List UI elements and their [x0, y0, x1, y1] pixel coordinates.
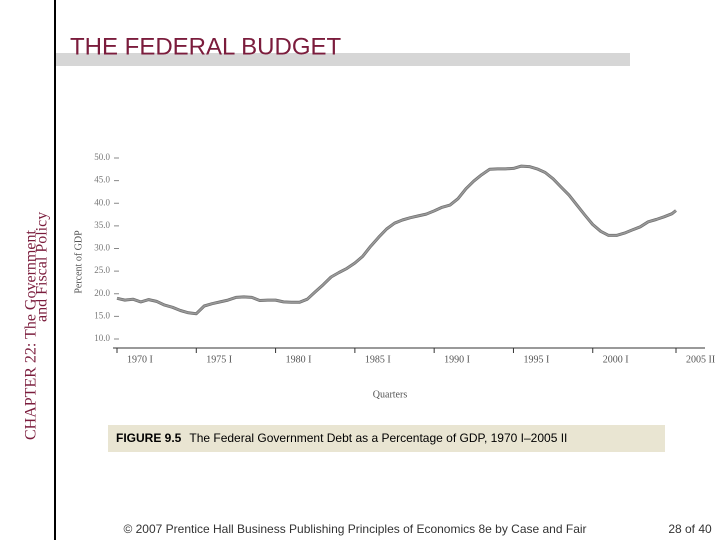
y-tick-label: 30.0 [94, 243, 110, 253]
chart: 10.0 15.0 20.0 25.0 30.0 35.0 40.0 45.0 50.0 1970… [73, 152, 715, 400]
x-tick-label: 2000 I [603, 354, 629, 365]
y-tick-label: 40.0 [94, 197, 110, 207]
caption-text: The Federal Government Debt as a Percent… [189, 431, 567, 445]
data-line [116, 165, 677, 315]
x-tick-label: 1990 I [444, 354, 470, 365]
y-tick-label: 45.0 [94, 175, 110, 185]
caption-label: FIGURE 9.5 [116, 431, 182, 445]
y-tick-label: 10.0 [94, 333, 110, 343]
caption: FIGURE 9.5 The Federal Government Debt as… [116, 431, 567, 445]
x-tick-label: 1995 I [523, 354, 549, 365]
page-number: 28 of 40 [668, 522, 712, 536]
x-tick-label: 1970 I [127, 354, 153, 365]
slide-title: THE FEDERAL BUDGET [70, 33, 341, 60]
footer-credit: © 2007 Prentice Hall Business Publishing… [123, 522, 586, 536]
x-tick-label: 1975 I [206, 354, 232, 365]
x-tick-label: 1980 I [286, 354, 312, 365]
x-tick-label: 2005 II [686, 354, 715, 365]
sidebar-text: CHAPTER 22: The Government [23, 230, 40, 440]
y-axis-label: Percent of GDP [73, 230, 84, 294]
y-tick-label: 35.0 [94, 220, 110, 230]
header-bar [55, 53, 630, 66]
y-tick-label: 15.0 [94, 310, 110, 320]
x-axis-label: Quarters [373, 389, 408, 400]
x-tick-label: 1985 I [365, 354, 391, 365]
y-tick-label: 20.0 [94, 288, 110, 298]
y-tick-label: 25.0 [94, 265, 110, 275]
y-tick-label: 50.0 [94, 152, 110, 162]
sidebar-text: and Fiscal Policy [34, 212, 51, 322]
caption-box [108, 425, 665, 452]
